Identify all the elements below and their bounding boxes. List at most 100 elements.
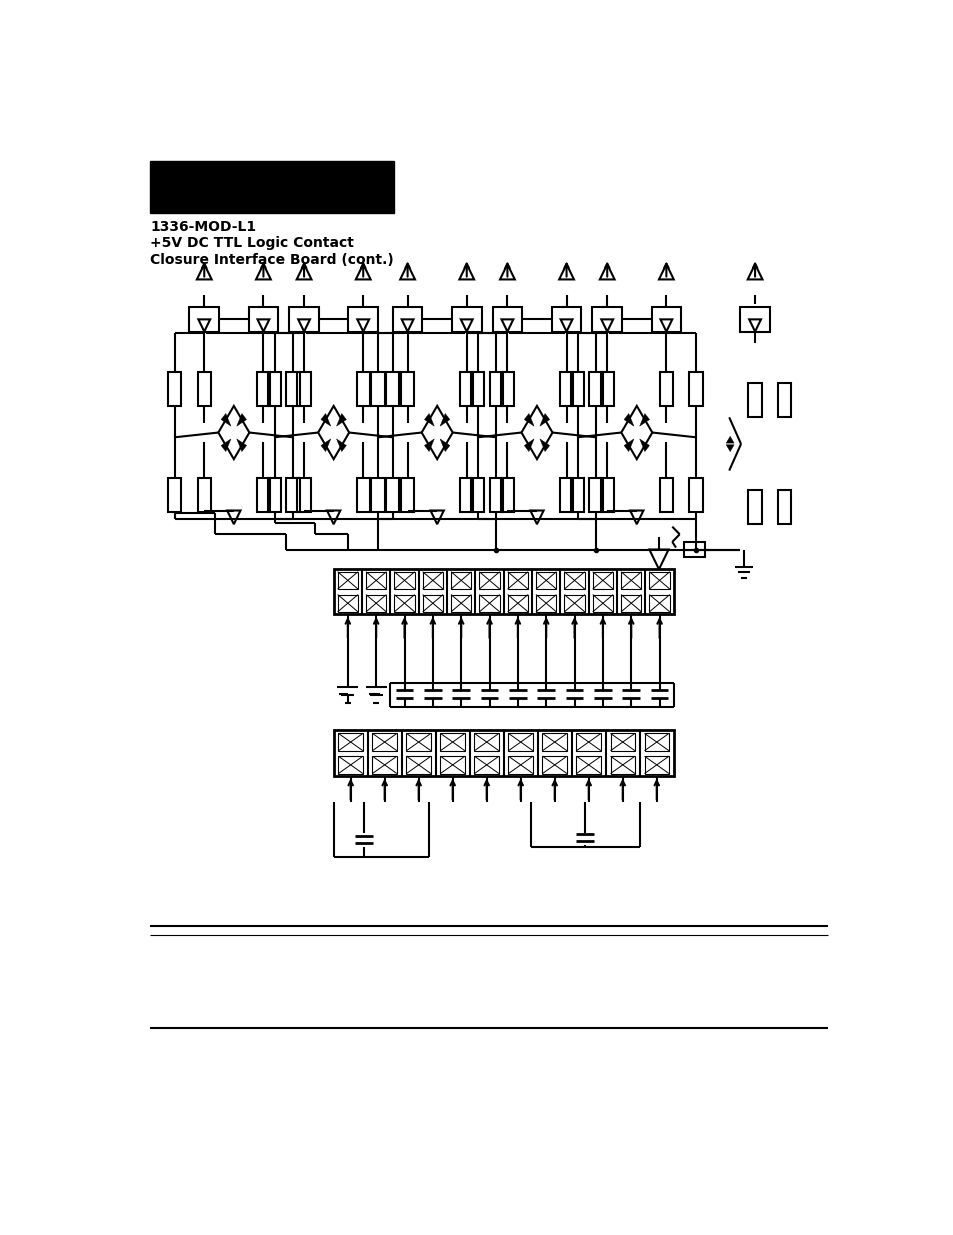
Bar (440, 734, 464, 751)
Bar (406, 756, 431, 773)
Bar (589, 372, 602, 406)
Bar (542, 734, 566, 751)
Bar (689, 478, 701, 513)
Polygon shape (623, 414, 633, 426)
Bar (644, 734, 668, 751)
Bar (394, 572, 415, 589)
Bar (289, 308, 318, 332)
Bar (649, 594, 669, 611)
Bar (571, 478, 583, 513)
Bar (620, 572, 640, 589)
Text: 1336-MOD-L1: 1336-MOD-L1 (151, 220, 256, 233)
Bar (400, 372, 414, 406)
Bar (508, 734, 533, 751)
Bar (371, 372, 384, 406)
Bar (748, 489, 760, 524)
Bar (740, 308, 769, 332)
Bar (748, 383, 760, 417)
Bar (542, 756, 566, 773)
Bar (500, 478, 514, 513)
Bar (778, 383, 790, 417)
Bar (366, 572, 386, 589)
Bar (440, 756, 464, 773)
Polygon shape (539, 414, 549, 426)
Polygon shape (320, 414, 331, 426)
Bar (372, 734, 396, 751)
Bar (168, 478, 181, 513)
Bar (478, 572, 499, 589)
Bar (459, 478, 473, 513)
Bar (386, 372, 399, 406)
Polygon shape (439, 438, 450, 452)
Polygon shape (639, 438, 649, 452)
Bar (478, 594, 499, 611)
Bar (452, 308, 481, 332)
Bar (474, 734, 498, 751)
Polygon shape (320, 438, 331, 452)
Bar (286, 372, 299, 406)
Bar (268, 372, 281, 406)
Bar (197, 372, 211, 406)
Polygon shape (424, 438, 434, 452)
Polygon shape (639, 414, 649, 426)
Bar (689, 372, 701, 406)
Bar (659, 372, 672, 406)
Polygon shape (623, 438, 633, 452)
Bar (778, 489, 790, 524)
Bar (649, 572, 669, 589)
Bar (168, 372, 181, 406)
Polygon shape (539, 438, 549, 452)
Bar (297, 372, 311, 406)
Bar (489, 478, 502, 513)
Bar (536, 572, 556, 589)
Bar (571, 372, 583, 406)
Bar (659, 478, 672, 513)
Bar (386, 478, 399, 513)
Bar (268, 478, 281, 513)
Bar (422, 572, 442, 589)
Bar (500, 372, 514, 406)
Bar (536, 594, 556, 611)
Polygon shape (236, 414, 246, 426)
Bar (576, 734, 600, 751)
Bar (338, 734, 362, 751)
Bar (610, 734, 635, 751)
Bar (151, 161, 394, 212)
Bar (683, 542, 704, 557)
Bar (371, 478, 384, 513)
Bar (589, 478, 602, 513)
Polygon shape (524, 414, 534, 426)
Polygon shape (221, 438, 231, 452)
Bar (508, 756, 533, 773)
Bar (620, 594, 640, 611)
Bar (459, 372, 473, 406)
Text: +5V DC TTL Logic Contact: +5V DC TTL Logic Contact (151, 236, 354, 249)
Bar (471, 372, 484, 406)
Bar (372, 756, 396, 773)
Polygon shape (424, 414, 434, 426)
Bar (406, 734, 431, 751)
Bar (337, 572, 357, 589)
Bar (644, 756, 668, 773)
Polygon shape (439, 414, 450, 426)
Bar (564, 594, 584, 611)
Bar (334, 568, 673, 614)
Bar (551, 308, 580, 332)
Bar (507, 572, 528, 589)
Bar (422, 594, 442, 611)
Bar (190, 308, 219, 332)
Bar (507, 594, 528, 611)
Bar (393, 308, 422, 332)
Bar (451, 594, 471, 611)
Bar (356, 478, 370, 513)
Polygon shape (524, 438, 534, 452)
Bar (592, 308, 621, 332)
Bar (471, 478, 484, 513)
Bar (348, 308, 377, 332)
Bar (356, 372, 370, 406)
Bar (400, 478, 414, 513)
Bar (492, 308, 521, 332)
Bar (286, 478, 299, 513)
Bar (338, 756, 362, 773)
Bar (197, 478, 211, 513)
